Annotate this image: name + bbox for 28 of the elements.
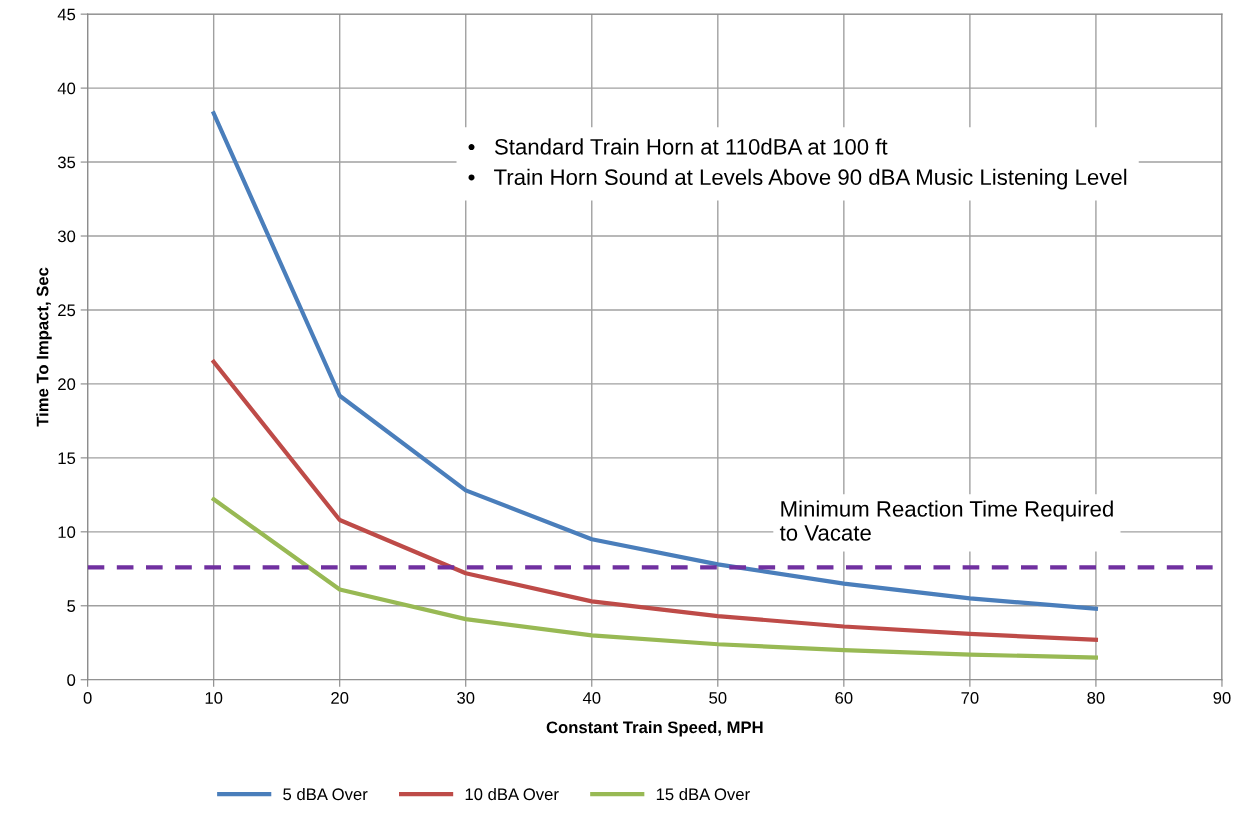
y-axis-title: Time To Impact, Sec: [36, 267, 52, 427]
x-tick-label: 20: [331, 691, 349, 704]
y-tick-label: 5: [67, 600, 76, 612]
x-tick-label: 90: [1213, 691, 1231, 704]
legend-label: 15 dBA Over: [656, 787, 750, 801]
x-tick-label: 50: [709, 691, 727, 704]
x-tick-label: 10: [205, 691, 223, 704]
annotation: • Train Horn Sound at Levels Above 90 dBA Music Listening Level: [468, 168, 1127, 190]
x-tick-label: 80: [1087, 691, 1105, 704]
x-tick-label: 40: [582, 691, 601, 704]
y-tick-label: 20: [58, 378, 76, 391]
y-tick-label: 30: [57, 230, 76, 243]
y-tick-label: 10: [58, 526, 76, 539]
x-tick-label: 30: [457, 691, 475, 704]
x-axis-title: Constant Train Speed, MPH: [546, 720, 763, 737]
y-tick-label: 40: [57, 82, 76, 95]
y-tick-label: 45: [57, 8, 76, 21]
legend-label: 5 dBA Over: [283, 787, 368, 801]
x-tick-label: 60: [835, 691, 853, 704]
x-tick-label: 0: [83, 691, 92, 704]
y-tick-label: 35: [57, 156, 76, 169]
legend-label: 10 dBA Over: [465, 787, 559, 801]
ref-line-label: Minimum Reaction Time Required to Vacate: [779, 500, 1113, 541]
y-tick-label: 25: [58, 304, 76, 317]
annotation: • Standard Train Horn at 110dBA at 100 ft: [468, 138, 888, 155]
x-tick-label: 70: [961, 691, 979, 704]
y-tick-label: 15: [58, 452, 76, 465]
y-tick-label: 0: [67, 674, 76, 686]
